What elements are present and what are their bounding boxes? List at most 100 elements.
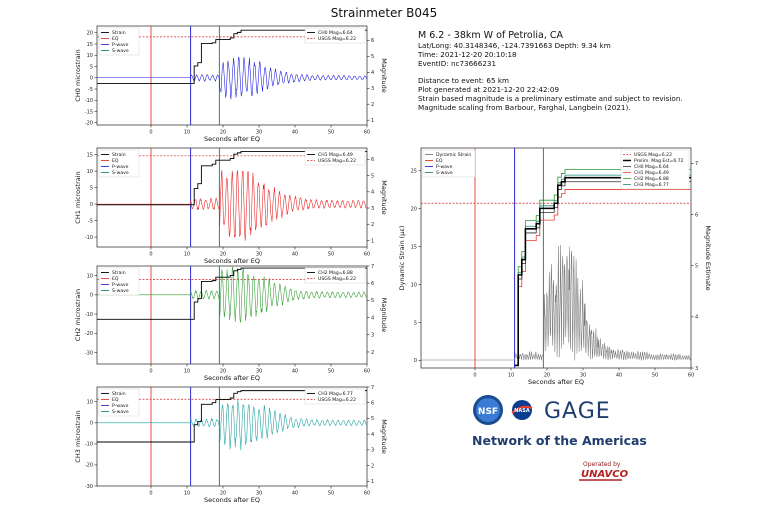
y-tick-label: 0 bbox=[90, 76, 93, 82]
x-tick-label: 0 bbox=[149, 130, 152, 136]
page-title: Strainmeter B045 bbox=[330, 6, 438, 20]
x-tick-label: 60 bbox=[364, 130, 370, 136]
event-time: Time: 2021-12-20 20:10:18 bbox=[418, 49, 517, 59]
operated-by-text: Operated by bbox=[583, 461, 621, 468]
x-tick-label: 20 bbox=[220, 369, 226, 375]
legend-label: P-wave bbox=[436, 164, 453, 170]
legend-label: CH0 Mag=6.64 bbox=[634, 164, 669, 170]
legend-label: P-wave bbox=[112, 42, 129, 48]
y-tick-label: -20 bbox=[85, 121, 93, 127]
y2-axis-label: Magnitude bbox=[380, 419, 388, 453]
y-axis-label: CH2 microstrain bbox=[74, 289, 82, 341]
x-tick-label: 60 bbox=[364, 252, 370, 258]
event-id: EventID: nc73666231 bbox=[418, 58, 497, 68]
x-tick-label: 30 bbox=[580, 373, 586, 379]
y-tick-label: 0 bbox=[414, 358, 417, 364]
magnitude-trace bbox=[97, 390, 367, 443]
y2-tick-label: 3 bbox=[371, 448, 374, 454]
legend-label: P-wave bbox=[112, 164, 129, 170]
y2-tick-label: 2 bbox=[371, 222, 374, 228]
chart-panel-0: 0 10 20 30 40 50 60 -20 -15 -10 -5 0 5 10 15 20 1 2 3 4 5 6 Se… bbox=[74, 25, 388, 143]
logos: NSF NASA GAGE Network of the Americas Op… bbox=[472, 395, 647, 481]
x-tick-label: 30 bbox=[256, 369, 262, 375]
y2-axis-label: Magnitude bbox=[380, 58, 388, 92]
y2-tick-label: 6 bbox=[371, 157, 374, 163]
x-tick-label: 0 bbox=[149, 252, 152, 258]
x-axis-label: Seconds after EQ bbox=[528, 378, 584, 386]
legend-label: USGS Mag=6.22 bbox=[634, 152, 672, 158]
y-tick-label: -5 bbox=[88, 218, 93, 224]
strain-trace bbox=[97, 170, 368, 241]
legend-label: S-wave bbox=[112, 48, 129, 54]
event-distance: Distance to event: 65 km bbox=[418, 76, 509, 86]
y2-tick-label: 3 bbox=[371, 86, 374, 92]
y-tick-label: 0 bbox=[90, 293, 93, 299]
y2-tick-label: 7 bbox=[695, 161, 698, 167]
y-tick-label: 10 bbox=[87, 169, 93, 175]
event-info: M 6.2 - 38km W of Petrolia, CA Lat/Long:… bbox=[418, 30, 758, 113]
scaling-note: Magnitude scaling from Barbour, Farghal,… bbox=[418, 102, 631, 112]
legend-box bbox=[304, 149, 366, 166]
x-tick-label: 40 bbox=[292, 491, 298, 497]
y2-tick-label: 5 bbox=[371, 54, 374, 60]
x-tick-label: 0 bbox=[149, 491, 152, 497]
event-latlong: Lat/Long: 40.3148346, -124.7391663 Depth… bbox=[418, 41, 611, 50]
legend-label: S-wave bbox=[112, 409, 129, 415]
x-tick-label: 0 bbox=[473, 373, 476, 379]
y2-tick-label: 3 bbox=[371, 206, 374, 212]
plot-frame bbox=[420, 147, 692, 369]
x-tick-label: 30 bbox=[256, 491, 262, 497]
y-tick-label: -10 bbox=[85, 235, 93, 241]
y-axis-label: CH0 microstrain bbox=[74, 49, 82, 101]
legend-label: CH1 Mag=6.49 bbox=[318, 152, 353, 158]
gage-logo: GAGE bbox=[544, 399, 611, 424]
y-tick-label: -20 bbox=[85, 331, 93, 337]
legend-label: EQ bbox=[112, 36, 119, 42]
y2-axis-label: Magnitude Estimate bbox=[704, 225, 712, 290]
x-tick-label: 50 bbox=[328, 252, 334, 258]
legend-label: CH2 Mag=6.88 bbox=[634, 176, 669, 182]
magnitude-note: Strain based magnitude is a preliminary … bbox=[418, 93, 683, 103]
nasa-logo-text: NASA bbox=[514, 408, 530, 414]
legend-label: USGS Mag=6.22 bbox=[318, 276, 356, 282]
y-tick-label: 20 bbox=[87, 31, 93, 37]
y2-tick-label: 5 bbox=[371, 416, 374, 422]
legend-label: USGS Mag=6.22 bbox=[318, 36, 356, 42]
y2-axis-label: Magnitude bbox=[380, 298, 388, 332]
x-tick-label: 20 bbox=[220, 491, 226, 497]
y-tick-label: 10 bbox=[411, 282, 417, 288]
y-tick-label: -15 bbox=[85, 109, 93, 115]
legend-label: Strain bbox=[112, 30, 126, 36]
y-tick-label: 20 bbox=[411, 206, 417, 212]
y2-tick-label: 2 bbox=[371, 102, 374, 108]
y2-tick-label: 4 bbox=[371, 315, 374, 321]
y-tick-label: 10 bbox=[87, 53, 93, 59]
chart-panel-2: 0 10 20 30 40 50 60 -30 -20 -10 0 10 2 3 4 5 6 7 Seconds a… bbox=[74, 264, 388, 382]
magnitude-trace bbox=[97, 267, 367, 320]
legend-label: S-wave bbox=[112, 170, 129, 176]
strain-trace bbox=[97, 56, 368, 100]
nsf-logo-text: NSF bbox=[478, 407, 498, 417]
x-tick-label: 30 bbox=[256, 130, 262, 136]
x-tick-label: 10 bbox=[508, 373, 514, 379]
chart-panel-1: 0 10 20 30 40 50 60 -10 -5 0 5 10 15 1 2 3 4 5 6 Seconds af… bbox=[74, 147, 388, 265]
y2-tick-label: 6 bbox=[695, 212, 698, 218]
y2-tick-label: 3 bbox=[371, 333, 374, 339]
dynamic-strain-trace bbox=[421, 244, 692, 361]
strain-trace bbox=[97, 399, 368, 451]
legend-label: USGS Mag=6.22 bbox=[318, 397, 356, 403]
y-tick-label: 15 bbox=[87, 42, 93, 48]
y-tick-label: 0 bbox=[90, 202, 93, 208]
y-tick-label: 10 bbox=[87, 400, 93, 406]
legend-label: EQ bbox=[436, 158, 443, 164]
mag-est-prelim bbox=[514, 176, 691, 367]
x-tick-label: 40 bbox=[616, 373, 622, 379]
y-axis-label: CH1 microstrain bbox=[74, 171, 82, 223]
legend-label: EQ bbox=[112, 276, 119, 282]
y-tick-label: 5 bbox=[414, 320, 417, 326]
legend-label: Dynamic Strain bbox=[436, 152, 471, 158]
